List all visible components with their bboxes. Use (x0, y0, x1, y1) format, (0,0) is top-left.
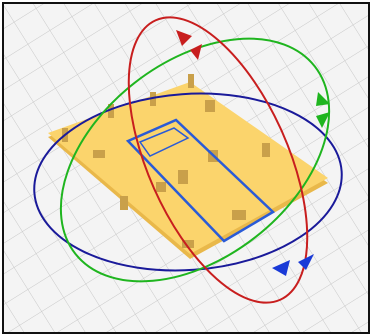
handle-y[interactable] (316, 92, 330, 106)
handle-x[interactable] (190, 44, 202, 60)
viewport-frame (2, 2, 370, 334)
rotate-ring-z[interactable] (28, 83, 348, 280)
selection-outline (125, 118, 276, 243)
handle-z[interactable] (298, 254, 314, 270)
rotate-gizmo[interactable] (15, 0, 372, 331)
handle-z[interactable] (272, 260, 290, 276)
gizmo-handles[interactable] (176, 30, 330, 276)
handle-y[interactable] (316, 112, 330, 128)
selection-outline-inner (138, 127, 190, 157)
handle-x[interactable] (176, 30, 192, 46)
model-top (48, 82, 328, 254)
rotate-ring-x[interactable] (92, 0, 344, 328)
rotate-ring-y[interactable] (15, 0, 372, 331)
